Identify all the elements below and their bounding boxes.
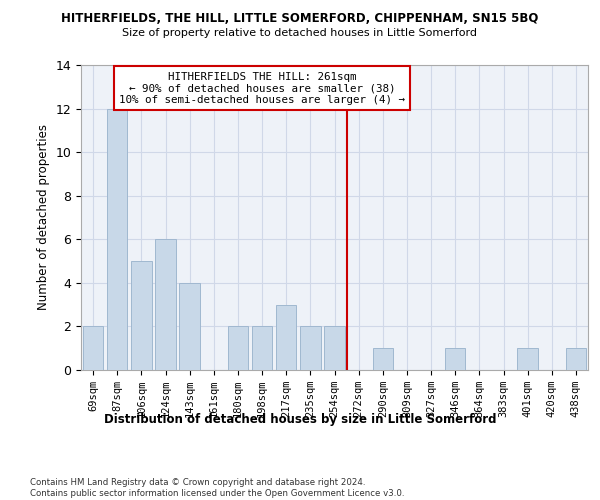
Text: HITHERFIELDS THE HILL: 261sqm
← 90% of detached houses are smaller (38)
10% of s: HITHERFIELDS THE HILL: 261sqm ← 90% of d… <box>119 72 405 104</box>
Bar <box>179 283 200 370</box>
Bar <box>155 240 176 370</box>
Bar <box>517 348 538 370</box>
Bar <box>566 348 586 370</box>
Bar <box>83 326 103 370</box>
Bar <box>300 326 320 370</box>
Bar <box>107 108 127 370</box>
Text: Distribution of detached houses by size in Little Somerford: Distribution of detached houses by size … <box>104 412 496 426</box>
Bar <box>324 326 345 370</box>
Bar <box>227 326 248 370</box>
Text: HITHERFIELDS, THE HILL, LITTLE SOMERFORD, CHIPPENHAM, SN15 5BQ: HITHERFIELDS, THE HILL, LITTLE SOMERFORD… <box>61 12 539 26</box>
Bar <box>373 348 393 370</box>
Bar <box>131 261 152 370</box>
Text: Size of property relative to detached houses in Little Somerford: Size of property relative to detached ho… <box>122 28 478 38</box>
Y-axis label: Number of detached properties: Number of detached properties <box>37 124 50 310</box>
Bar <box>252 326 272 370</box>
Bar <box>445 348 466 370</box>
Text: Contains HM Land Registry data © Crown copyright and database right 2024.
Contai: Contains HM Land Registry data © Crown c… <box>30 478 404 498</box>
Bar <box>276 304 296 370</box>
